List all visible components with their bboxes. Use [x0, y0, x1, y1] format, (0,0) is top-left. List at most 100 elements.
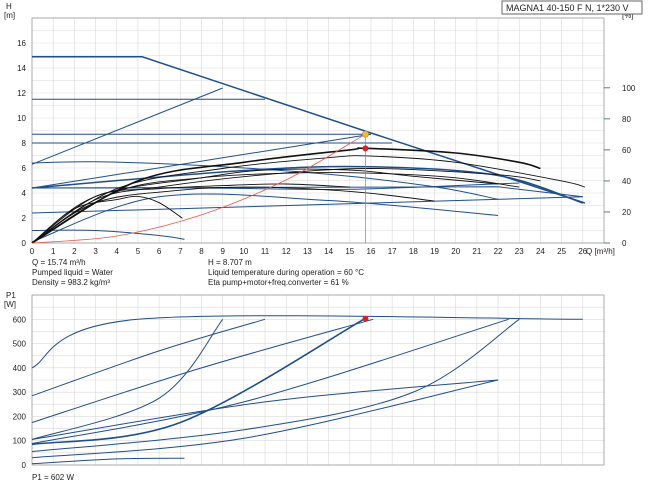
- head-curve-prop-rise-2: [31, 133, 372, 189]
- x-tick-label: 4: [115, 247, 120, 256]
- head-curve-max-prop: [32, 56, 586, 204]
- x-tick-label: 11: [261, 247, 270, 256]
- y-tick-label: 12: [17, 89, 26, 98]
- x-axis-title: Q [m³/h]: [586, 247, 615, 256]
- plot-frame-top: [31, 17, 605, 244]
- power-curve-p1-b: [31, 318, 266, 397]
- head-curve-prop-rise-3: [31, 196, 583, 214]
- power-curve-p1-h: [31, 318, 520, 453]
- y-tick-label: 10: [17, 114, 26, 123]
- x-tick-label: 9: [220, 247, 225, 256]
- grid-top: [31, 17, 605, 244]
- x-tick-label: 21: [472, 247, 481, 256]
- x-tick-label: 16: [367, 247, 376, 256]
- info-eta: Eta pump+motor+freq.converter = 61 %: [208, 278, 349, 287]
- title-box: MAGNA1 40-150 F N, 1*230 V: [506, 3, 629, 13]
- p1-tick-label: 600: [13, 315, 27, 324]
- grid-bottom: [31, 294, 605, 466]
- x-tick-label: 10: [239, 247, 248, 256]
- x-tick-label: 13: [303, 247, 312, 256]
- power-curve-p1-g: [31, 379, 499, 440]
- x-tick-label: 20: [451, 247, 460, 256]
- y2-tick-label: 20: [622, 208, 631, 217]
- y-tick-label: 8: [22, 139, 27, 148]
- power-curve-p1-f: [31, 318, 509, 445]
- eta-curve-eta-2: [31, 168, 541, 244]
- x-tick-label: 3: [93, 247, 98, 256]
- p1-tick-label: 0: [22, 461, 27, 470]
- power-curves: [31, 315, 583, 465]
- y-tick-label: 16: [17, 39, 26, 48]
- y-tick-label: 4: [22, 189, 27, 198]
- system-curve: [31, 133, 366, 244]
- p1-duty-point: [362, 315, 369, 322]
- eta-curve-eta-3: [31, 155, 586, 244]
- y-tick-label: 14: [17, 64, 26, 73]
- x-tick-label: 14: [324, 247, 333, 256]
- power-curve-p1-e: [31, 318, 365, 446]
- head-curve-prop-rise: [31, 87, 223, 165]
- p1-axis-title: P1: [6, 291, 16, 300]
- y2-tick-label: 100: [622, 84, 636, 93]
- head-curves: [31, 56, 586, 244]
- eta-curve-eta-4: [31, 172, 520, 244]
- info-q: Q = 15.74 m³/h: [32, 258, 86, 267]
- eta-curve-eta-8: [31, 147, 541, 244]
- head-curve-low-curve: [31, 193, 499, 243]
- y2-tick-label: 60: [622, 146, 631, 155]
- x-tick-label: 8: [199, 247, 204, 256]
- title-box-frame: [501, 0, 643, 15]
- x-tick-label: 1: [51, 247, 56, 256]
- plot-frame-bottom: [31, 294, 605, 466]
- x-tick-label: 12: [282, 247, 291, 256]
- x-tick-label: 19: [430, 247, 439, 256]
- x-tick-label: 18: [409, 247, 418, 256]
- head-curve-const-curve-low: [31, 229, 185, 240]
- x-tick-label: 25: [557, 247, 566, 256]
- power-curve-p1-j: [31, 457, 185, 465]
- x-tick-label: 22: [494, 247, 503, 256]
- y2-tick-label: 80: [622, 115, 631, 124]
- axis-labels: 0 1 2 3 4 5 6 7 8 9 10 11 12 13 14 15 16 17 18 19 20 21 22 23 24…: [4, 2, 636, 470]
- power-curve-p1-i: [31, 379, 499, 459]
- x-tick-label: 17: [388, 247, 397, 256]
- x-tick-label: 6: [157, 247, 162, 256]
- info-density: Density = 983.2 kg/m³: [32, 278, 110, 287]
- x-tick-label: 7: [178, 247, 183, 256]
- info-p1: P1 = 602 W: [32, 473, 74, 482]
- y-tick-label: 2: [22, 214, 27, 223]
- y2-tick-label: 40: [622, 177, 631, 186]
- eta-curve-eta-7: [31, 195, 183, 244]
- x-tick-label: 0: [30, 247, 35, 256]
- y-tick-label: 0: [22, 239, 27, 248]
- x-tick-label: 15: [345, 247, 354, 256]
- p1-tick-label: 100: [13, 437, 27, 446]
- power-curve-p1-d: [31, 318, 224, 440]
- p1-tick-label: 400: [13, 364, 27, 373]
- info-liquid: Pumped liquid = Water: [32, 268, 113, 277]
- x-tick-label: 24: [536, 247, 545, 256]
- info-temp: Liquid temperature during operation = 60…: [208, 268, 364, 277]
- eta-curve-eta-5: [31, 186, 435, 244]
- p1-tick-label: 500: [13, 340, 27, 349]
- p1-tick-label: 200: [13, 412, 27, 421]
- duty-point: [361, 130, 369, 138]
- x-tick-label: 26: [578, 247, 587, 256]
- y-axis-title: H: [6, 2, 12, 11]
- y2-tick-label: 0: [622, 239, 627, 248]
- power-curve-p1-a: [31, 315, 583, 369]
- y-tick-label: 6: [22, 164, 27, 173]
- power-curve-p1-c: [31, 318, 374, 423]
- x-tick-label: 23: [515, 247, 524, 256]
- eta-duty-point: [362, 145, 369, 152]
- x-tick-label: 5: [136, 247, 141, 256]
- y-axis-unit: [m]: [4, 11, 15, 20]
- eta-curve-eta-6: [31, 183, 350, 244]
- info-h: H = 8.707 m: [208, 258, 252, 267]
- x-tick-label: 2: [72, 247, 77, 256]
- head-curve-near-flat: [31, 186, 583, 198]
- p1-tick-label: 300: [13, 388, 27, 397]
- y2-axis-unit: [%]: [622, 11, 634, 20]
- p1-axis-unit: [W]: [4, 300, 16, 309]
